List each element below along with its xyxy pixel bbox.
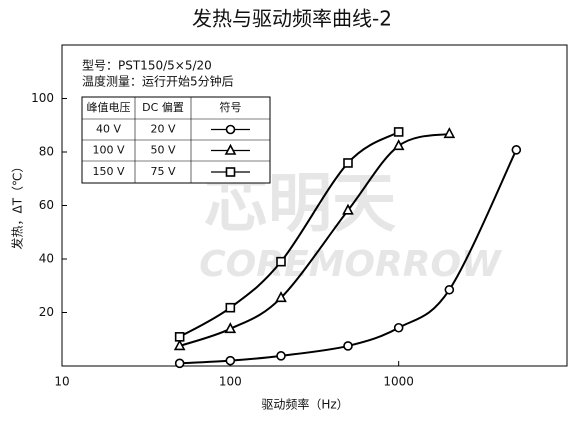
marker xyxy=(342,203,354,215)
marker xyxy=(174,332,185,342)
marker xyxy=(224,322,237,334)
y-tick-label: 40 xyxy=(39,252,54,266)
marker xyxy=(224,143,237,155)
note: 温度测量：运行开始5分钟后 xyxy=(82,74,234,89)
legend-label: 100 V xyxy=(92,144,124,157)
marker xyxy=(444,284,455,295)
y-tick-label: 100 xyxy=(31,91,54,105)
marker xyxy=(393,322,404,333)
watermark: COREMORROW xyxy=(199,244,503,285)
legend-bias: 75 V xyxy=(150,165,175,178)
table-header: 符号 xyxy=(220,101,242,114)
marker xyxy=(225,355,236,366)
y-tick-label: 80 xyxy=(39,145,54,159)
marker xyxy=(225,302,236,313)
x-tick-label: 1000 xyxy=(383,375,414,389)
marker xyxy=(393,127,404,137)
marker xyxy=(443,127,456,139)
marker xyxy=(343,158,353,168)
chart-title: 发热与驱动频率曲线-2 xyxy=(192,7,392,31)
legend-bias: 50 V xyxy=(150,144,175,157)
marker xyxy=(392,139,405,151)
table-header: 峰值电压 xyxy=(87,101,131,114)
legend-label: 150 V xyxy=(92,165,124,178)
marker xyxy=(225,124,236,135)
marker xyxy=(276,256,286,267)
x-axis-label: 驱动频率（Hz） xyxy=(261,397,348,412)
marker xyxy=(276,351,286,361)
legend-bias: 20 V xyxy=(150,123,175,136)
y-tick-label: 20 xyxy=(39,305,54,319)
note: 型号：PST150/5×5/20 xyxy=(82,59,212,73)
y-tick-label: 60 xyxy=(39,198,54,212)
marker xyxy=(173,339,186,351)
marker xyxy=(511,145,522,155)
marker xyxy=(174,358,185,369)
x-tick-label: 100 xyxy=(219,375,242,389)
x-tick-label: 10 xyxy=(54,375,69,389)
y-axis-label: 发热，ΔT（℃） xyxy=(10,160,25,249)
table-header: DC 偏置 xyxy=(142,100,184,114)
marker xyxy=(225,167,236,177)
marker xyxy=(343,341,353,351)
legend-label: 40 V xyxy=(96,123,121,136)
marker xyxy=(275,291,287,303)
